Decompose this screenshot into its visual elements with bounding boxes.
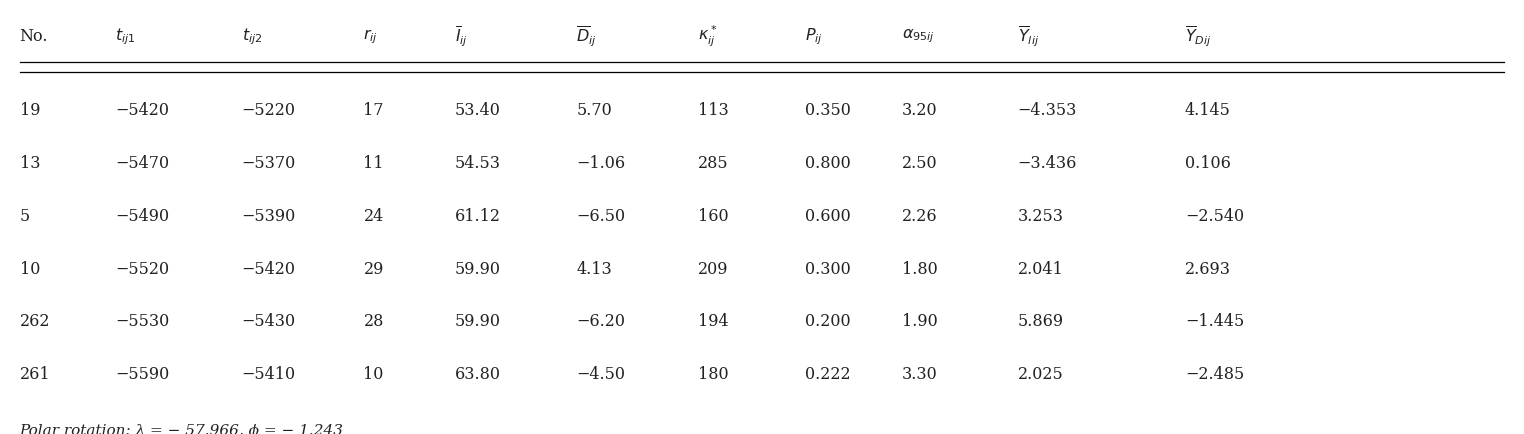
Text: −2.540: −2.540	[1184, 208, 1244, 225]
Text: 63.80: 63.80	[454, 366, 501, 383]
Text: 10: 10	[20, 260, 40, 278]
Text: $t_{ij1}$: $t_{ij1}$	[116, 26, 136, 47]
Text: 2.025: 2.025	[1018, 366, 1064, 383]
Text: 2.50: 2.50	[902, 155, 937, 172]
Text: $\overline{I}_{ij}$: $\overline{I}_{ij}$	[454, 24, 468, 49]
Text: −5420: −5420	[116, 102, 169, 119]
Text: 3.20: 3.20	[902, 102, 937, 119]
Text: −3.436: −3.436	[1018, 155, 1077, 172]
Text: 29: 29	[363, 260, 384, 278]
Text: 0.350: 0.350	[805, 102, 850, 119]
Text: 0.300: 0.300	[805, 260, 850, 278]
Text: −5410: −5410	[242, 366, 296, 383]
Text: 3.253: 3.253	[1018, 208, 1064, 225]
Text: −4.50: −4.50	[576, 366, 625, 383]
Text: −5590: −5590	[116, 366, 169, 383]
Text: −6.50: −6.50	[576, 208, 625, 225]
Text: −1.06: −1.06	[576, 155, 625, 172]
Text: 3.30: 3.30	[902, 366, 937, 383]
Text: 53.40: 53.40	[454, 102, 500, 119]
Text: 28: 28	[363, 313, 384, 330]
Text: No.: No.	[20, 28, 49, 45]
Text: 59.90: 59.90	[454, 260, 501, 278]
Text: 61.12: 61.12	[454, 208, 501, 225]
Text: 59.90: 59.90	[454, 313, 501, 330]
Text: −1.445: −1.445	[1184, 313, 1244, 330]
Text: 0.800: 0.800	[805, 155, 850, 172]
Text: 2.26: 2.26	[902, 208, 937, 225]
Text: 4.13: 4.13	[576, 260, 613, 278]
Text: $\kappa^*_{ij}$: $\kappa^*_{ij}$	[698, 24, 718, 49]
Text: −5390: −5390	[242, 208, 296, 225]
Text: 262: 262	[20, 313, 50, 330]
Text: 261: 261	[20, 366, 50, 383]
Text: 5: 5	[20, 208, 30, 225]
Text: $t_{ij2}$: $t_{ij2}$	[242, 26, 262, 47]
Text: 209: 209	[698, 260, 728, 278]
Text: −5520: −5520	[116, 260, 169, 278]
Text: $\alpha_{95ij}$: $\alpha_{95ij}$	[902, 28, 934, 46]
Text: −5530: −5530	[116, 313, 169, 330]
Text: −4.353: −4.353	[1018, 102, 1077, 119]
Text: 2.041: 2.041	[1018, 260, 1064, 278]
Text: 13: 13	[20, 155, 40, 172]
Text: 5.869: 5.869	[1018, 313, 1064, 330]
Text: −5430: −5430	[242, 313, 296, 330]
Text: 5.70: 5.70	[576, 102, 613, 119]
Text: 17: 17	[363, 102, 384, 119]
Text: 4.145: 4.145	[1184, 102, 1231, 119]
Text: −5420: −5420	[242, 260, 296, 278]
Text: 0.222: 0.222	[805, 366, 850, 383]
Text: 180: 180	[698, 366, 728, 383]
Text: 11: 11	[363, 155, 384, 172]
Text: −5470: −5470	[116, 155, 169, 172]
Text: 113: 113	[698, 102, 728, 119]
Text: 0.600: 0.600	[805, 208, 850, 225]
Text: 1.80: 1.80	[902, 260, 937, 278]
Text: 24: 24	[363, 208, 384, 225]
Text: −5220: −5220	[242, 102, 296, 119]
Text: 194: 194	[698, 313, 728, 330]
Text: −2.485: −2.485	[1184, 366, 1244, 383]
Text: 19: 19	[20, 102, 40, 119]
Text: 2.693: 2.693	[1184, 260, 1231, 278]
Text: 1.90: 1.90	[902, 313, 937, 330]
Text: $P_{ij}$: $P_{ij}$	[805, 26, 823, 47]
Text: 0.106: 0.106	[1184, 155, 1231, 172]
Text: 0.200: 0.200	[805, 313, 850, 330]
Text: $\overline{Y}_{Dij}$: $\overline{Y}_{Dij}$	[1184, 24, 1212, 49]
Text: −5490: −5490	[116, 208, 169, 225]
Text: 10: 10	[363, 366, 384, 383]
Text: $\overline{Y}_{lij}$: $\overline{Y}_{lij}$	[1018, 24, 1039, 49]
Text: 54.53: 54.53	[454, 155, 501, 172]
Text: Polar rotation: λ = − 57.966, ϕ = − 1.243: Polar rotation: λ = − 57.966, ϕ = − 1.24…	[20, 424, 343, 434]
Text: −6.20: −6.20	[576, 313, 625, 330]
Text: $r_{ij}$: $r_{ij}$	[363, 27, 378, 46]
Text: 285: 285	[698, 155, 728, 172]
Text: 160: 160	[698, 208, 728, 225]
Text: $\overline{D}_{ij}$: $\overline{D}_{ij}$	[576, 24, 597, 49]
Text: −5370: −5370	[242, 155, 296, 172]
